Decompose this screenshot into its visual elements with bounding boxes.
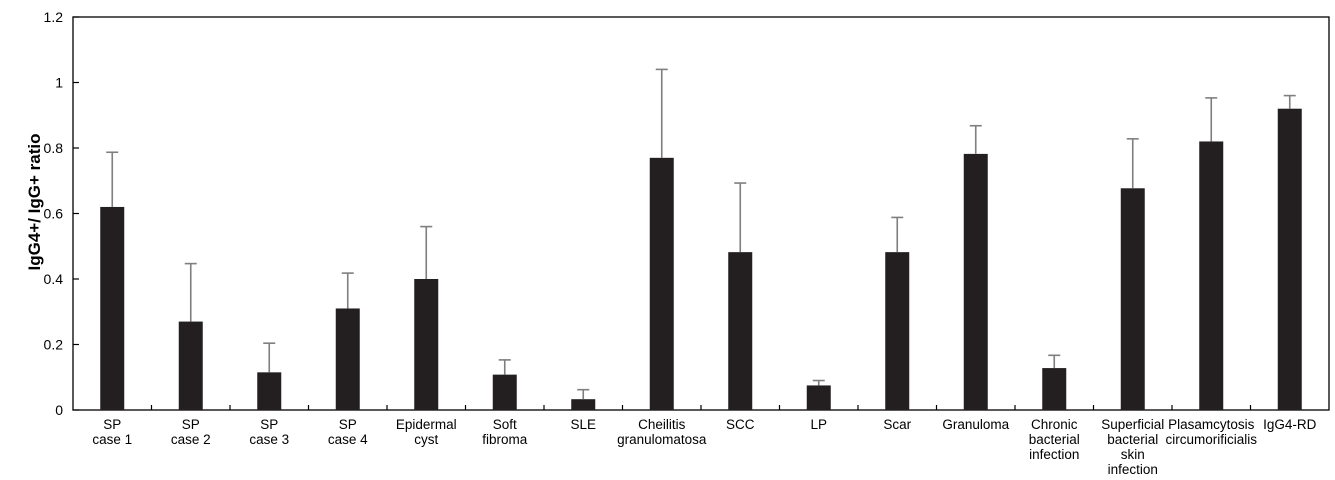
x-tick-label-line: skin [1121, 447, 1145, 462]
x-tick-label-line: infection [1108, 462, 1158, 477]
bar [257, 372, 282, 410]
x-tick-label-line: infection [1029, 447, 1079, 462]
y-tick-label: 0 [55, 402, 63, 418]
bar [100, 206, 125, 410]
x-tick-label: SLE [570, 417, 596, 432]
x-tick-label: Scar [883, 417, 911, 432]
bar [1120, 188, 1145, 410]
bar [649, 157, 674, 410]
x-tick-label: LP [810, 417, 827, 432]
x-tick-label-line: circumorificialis [1165, 432, 1257, 447]
x-tick-label-line: Scar [883, 417, 911, 432]
bar [1042, 368, 1067, 410]
x-tick-label-line: SP [260, 417, 278, 432]
bar [1277, 108, 1302, 410]
x-tick-label-line: granulomatosa [617, 432, 707, 447]
x-tick-label-line: SLE [570, 417, 596, 432]
bars [100, 108, 1302, 410]
x-tick-label: Granuloma [942, 417, 1009, 432]
x-tick-label-line: cyst [414, 432, 438, 447]
x-tick-label-line: case 2 [171, 432, 211, 447]
x-tick-label-line: Soft [493, 417, 517, 432]
x-tick-label-line: case 3 [249, 432, 289, 447]
bar [728, 252, 753, 410]
x-tick-label-line: SP [182, 417, 200, 432]
x-tick-label: IgG4-RD [1263, 417, 1317, 432]
bar [335, 308, 360, 410]
x-tick-label-line: case 4 [328, 432, 368, 447]
error-bars [106, 68, 1296, 400]
bar [806, 385, 831, 410]
bar [885, 252, 910, 410]
y-axis: 0 0.2 0.4 0.6 0.8 1 1.2 [44, 9, 79, 418]
y-tick-label: 0.6 [44, 206, 64, 222]
y-tick-label: 0.8 [44, 140, 64, 156]
y-tick-label: 0.4 [44, 271, 64, 287]
x-tick-label-line: Granuloma [942, 417, 1009, 432]
x-tick-label-line: Epidermal [396, 417, 457, 432]
bar [492, 374, 517, 410]
bar [414, 279, 439, 410]
x-tick-label-line: Cheilitis [638, 417, 686, 432]
x-tick-label: SCC [726, 417, 755, 432]
x-tick-label-line: SP [103, 417, 121, 432]
x-tick-label-line: fibroma [482, 432, 528, 447]
x-tick-label-line: bacterial [1107, 432, 1158, 447]
bar [1199, 141, 1224, 410]
bar [178, 321, 203, 410]
x-tick-label-line: SCC [726, 417, 755, 432]
x-tick-label-line: case 1 [92, 432, 132, 447]
bar [571, 399, 596, 410]
y-axis-title: IgG4+/ IgG+ ratio [25, 134, 44, 271]
bar [963, 153, 988, 410]
y-tick-label: 1 [55, 75, 63, 91]
x-tick-label-line: bacterial [1029, 432, 1080, 447]
y-tick-label: 1.2 [44, 9, 64, 25]
x-tick-label-line: Superficial [1101, 417, 1164, 432]
x-tick-label-line: LP [810, 417, 827, 432]
x-tick-label-line: Plasamcytosis [1168, 417, 1255, 432]
y-tick-label: 0.2 [44, 337, 64, 353]
x-tick-label-line: SP [339, 417, 357, 432]
x-tick-label-line: IgG4-RD [1263, 417, 1317, 432]
x-tick-label-line: Chronic [1031, 417, 1078, 432]
